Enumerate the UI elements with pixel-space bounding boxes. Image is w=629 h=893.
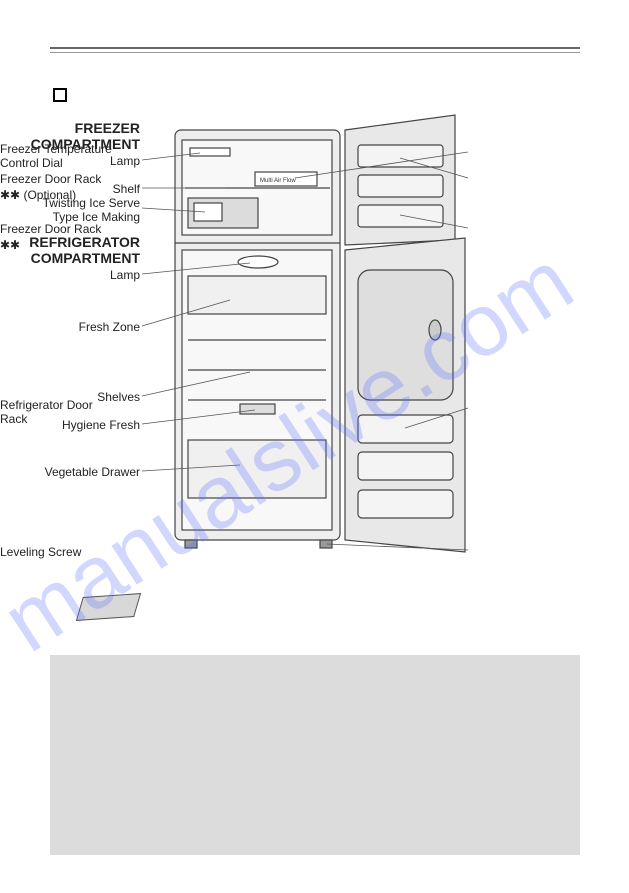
fridge-diagram: Multi Air Flow [0,0,629,600]
page: FREEZER COMPARTMENT Lamp Shelf Twisting … [0,0,629,893]
gray-block [50,655,580,855]
multi-air-text: Multi Air Flow [260,178,296,184]
color-swatch [76,593,141,621]
